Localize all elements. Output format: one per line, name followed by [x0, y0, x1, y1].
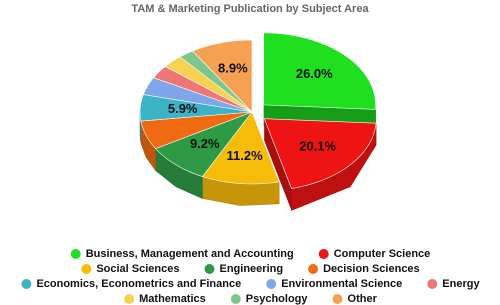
- slice: [192, 39, 253, 113]
- legend-label: Mathematics: [139, 293, 206, 305]
- pie-tops: [139, 32, 377, 189]
- legend-item: Other: [332, 293, 378, 305]
- legend-label: Environmental Science: [281, 278, 402, 290]
- legend-item: Social Sciences: [81, 263, 180, 275]
- legend-marker: [21, 279, 32, 289]
- legend-marker: [124, 294, 135, 304]
- legend-marker: [230, 294, 241, 304]
- legend-item: Business, Management and Accounting: [70, 248, 294, 260]
- value-label: 11.2%: [227, 148, 264, 163]
- slice: [263, 118, 377, 189]
- legend-item: Psychology: [230, 293, 309, 305]
- legend-label: Energy: [442, 278, 480, 290]
- legend-label: Other: [348, 293, 378, 305]
- legend-item: Computer Science: [318, 248, 431, 260]
- legend-item: Engineering: [204, 263, 284, 275]
- legend-marker: [318, 249, 329, 259]
- legend-item: Decision Sciences: [308, 263, 420, 275]
- legend-marker: [427, 279, 438, 289]
- legend-marker: [204, 264, 215, 274]
- legend-marker: [81, 264, 92, 274]
- legend-item: Environmental Science: [266, 278, 402, 290]
- slice: [140, 111, 253, 150]
- slice: [201, 111, 280, 185]
- legend-label: Social Sciences: [96, 263, 179, 275]
- legend-label: Decision Sciences: [323, 263, 420, 275]
- legend: Business, Management and Accounting Compu…: [21, 248, 480, 305]
- legend-marker: [332, 294, 343, 304]
- legend-marker: [266, 279, 277, 289]
- value-labels: 26.0% 20.1% 11.2% 9.2% 5.9% 8.9%: [168, 61, 337, 163]
- legend-label: Business, Management and Accounting: [86, 248, 294, 260]
- slice: [263, 32, 376, 110]
- legend-label: Psychology: [246, 293, 309, 305]
- value-label: 26.0%: [296, 66, 333, 81]
- slice: [142, 77, 253, 113]
- legend-item: Mathematics: [124, 293, 206, 305]
- slice-edge: [264, 118, 292, 211]
- slice: [155, 111, 253, 177]
- legend-label: Engineering: [220, 263, 284, 275]
- value-label: 5.9%: [168, 101, 198, 116]
- chart-title: TAM & Marketing Publication by Subject A…: [131, 3, 369, 15]
- legend-label: Computer Science: [334, 248, 431, 260]
- value-label: 8.9%: [218, 61, 248, 76]
- value-label: 9.2%: [190, 136, 220, 151]
- legend-marker: [70, 249, 81, 259]
- legend-item: Economics, Econometrics and Finance: [21, 278, 241, 290]
- legend-item: Energy: [427, 278, 480, 290]
- legend-marker: [308, 264, 319, 274]
- slice: [139, 94, 253, 122]
- legend-label: Economics, Econometrics and Finance: [36, 278, 241, 290]
- value-label: 20.1%: [299, 139, 336, 154]
